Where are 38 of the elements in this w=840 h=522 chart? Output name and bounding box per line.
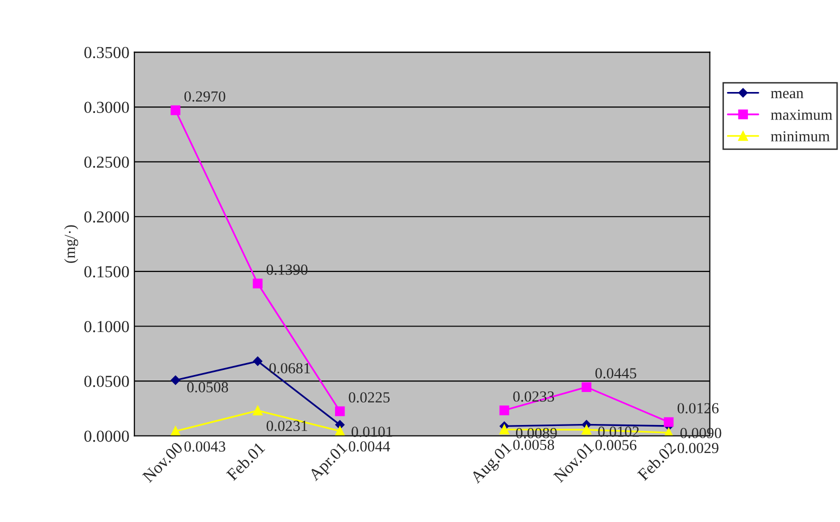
- legend-label: mean: [770, 90, 804, 98]
- data-label: 0.0056: [595, 440, 636, 450]
- data-label: 0.0029: [678, 442, 718, 454]
- data-label: 0.0043: [184, 441, 226, 452]
- point: [582, 382, 592, 392]
- legend-label: maximum: [770, 110, 832, 120]
- data-label: 0.0233: [513, 391, 554, 402]
- point: [335, 426, 345, 436]
- data-label: 0.0058: [513, 440, 554, 450]
- data-label: 0.0231: [266, 420, 308, 432]
- point: [253, 356, 262, 366]
- y-tick-label: 0.2500: [84, 156, 129, 168]
- y-tick-label: 0.3500: [84, 46, 129, 58]
- data-label: 0.2970: [184, 91, 226, 102]
- point: [582, 424, 592, 435]
- y-tick-label: 0.1500: [84, 266, 129, 278]
- legend-label: minimum: [770, 131, 830, 142]
- point: [664, 417, 674, 427]
- y-tick-label: 0.0000: [84, 430, 129, 442]
- data-label: 0.0101: [352, 426, 392, 438]
- point: [499, 424, 510, 434]
- y-tick-label: 0.2000: [84, 211, 129, 223]
- point: [499, 405, 510, 416]
- data-label: 0.0225: [348, 392, 390, 403]
- point: [335, 406, 345, 416]
- data-label: 0.0508: [187, 382, 228, 392]
- point: [252, 406, 263, 416]
- data-label: 0.0681: [269, 363, 310, 374]
- data-label: 0.0044: [348, 441, 390, 452]
- point: [170, 105, 180, 116]
- y-tick-label: 0.1000: [84, 320, 129, 332]
- point: [170, 426, 180, 436]
- point: [252, 278, 263, 288]
- data-label: 0.0445: [595, 368, 636, 378]
- y-tick-label: 0.3000: [84, 102, 129, 114]
- y-tick-label: 0.0500: [84, 376, 129, 388]
- point: [170, 376, 180, 385]
- y-axis-title: (mg/·): [64, 225, 78, 263]
